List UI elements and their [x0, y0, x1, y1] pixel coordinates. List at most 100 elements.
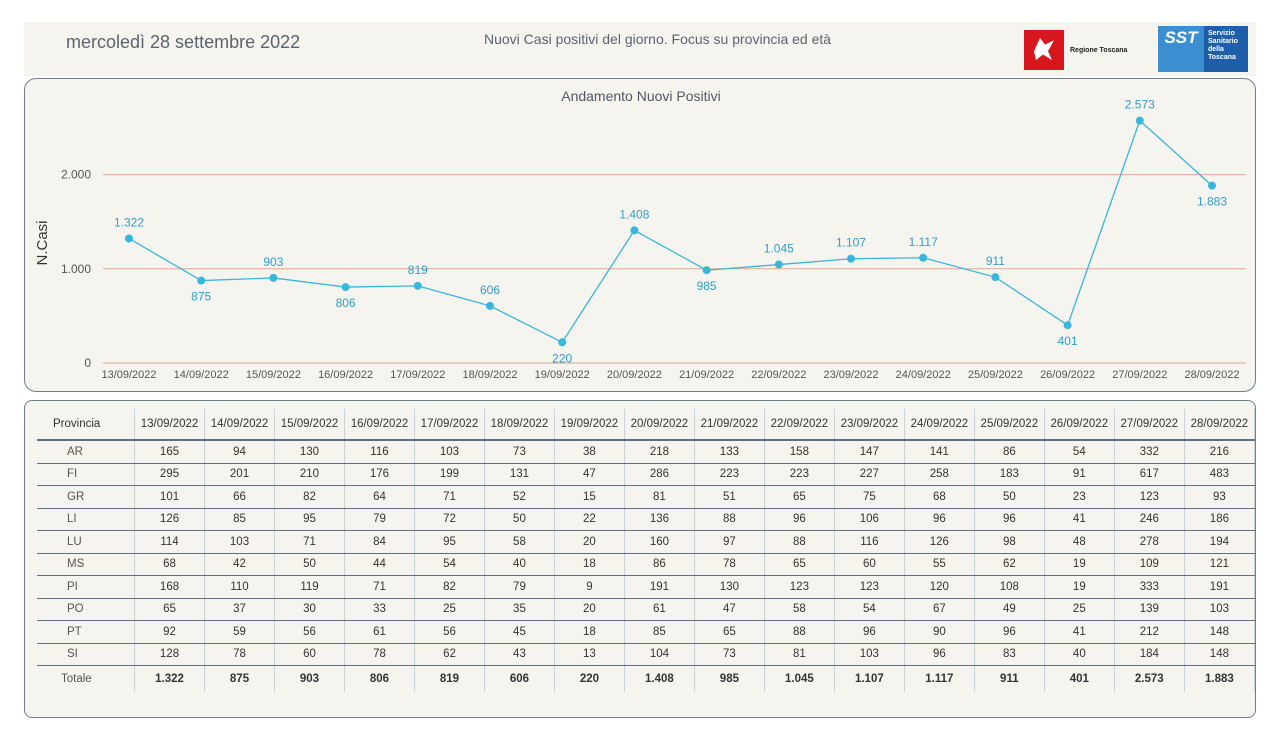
table-cell: 168 — [134, 575, 206, 599]
table-cell: 128 — [134, 643, 206, 666]
x-tick-label: 15/09/2022 — [246, 369, 301, 381]
total-cell: 806 — [344, 665, 415, 692]
table-cell: 210 — [274, 463, 345, 486]
table-cell: 67 — [904, 598, 975, 621]
table-cell: 133 — [694, 440, 765, 464]
table-cell: 227 — [834, 463, 905, 486]
data-label: 1.883 — [1197, 195, 1227, 209]
total-cell: 985 — [694, 665, 765, 692]
table-cell: 78 — [204, 643, 275, 666]
table-header-date: 23/09/2022 — [834, 409, 905, 441]
table-cell: 101 — [134, 485, 206, 509]
table-cell: 199 — [414, 463, 485, 486]
total-cell: 220 — [554, 665, 625, 692]
table-cell: 65 — [764, 553, 835, 576]
table-cell: 54 — [1044, 440, 1115, 464]
table-cell: 19 — [1044, 553, 1115, 576]
table-cell: 147 — [834, 440, 905, 464]
sst-logo-mark: SST — [1158, 26, 1204, 72]
total-cell: 1.045 — [764, 665, 835, 692]
table-cell: 333 — [1114, 575, 1185, 599]
x-tick-label: 21/09/2022 — [679, 369, 734, 381]
table-cell: 72 — [414, 508, 485, 531]
table-cell: 96 — [974, 620, 1045, 644]
table-cell: 64 — [344, 485, 415, 509]
x-tick-label: 27/09/2022 — [1112, 369, 1167, 381]
table-cell: 103 — [1184, 598, 1256, 621]
table-cell: 47 — [694, 598, 765, 621]
data-label: 1.107 — [836, 236, 866, 250]
table-cell: 160 — [624, 530, 695, 554]
data-label: 806 — [336, 296, 356, 310]
province-name: LU — [37, 530, 136, 554]
table-cell: 44 — [344, 553, 415, 576]
province-name: FI — [37, 463, 136, 486]
table-cell: 278 — [1114, 530, 1185, 554]
table-cell: 95 — [414, 530, 485, 554]
table-cell: 165 — [134, 440, 206, 464]
table-header-row: Provincia 13/09/2022 14/09/2022 15/09/2022 1… — [37, 409, 1256, 441]
table-cell: 65 — [764, 485, 835, 509]
province-name: GR — [37, 485, 136, 509]
y-tick-label: 0 — [84, 356, 91, 370]
table-cell: 15 — [554, 485, 625, 509]
table-header-provincia: Provincia — [37, 409, 136, 441]
table-cell: 183 — [974, 463, 1045, 486]
table-header-date: 22/09/2022 — [764, 409, 835, 441]
table-cell: 25 — [414, 598, 485, 621]
table-row: LU 114 103 71 84 95 58 20 160 97 88 116 126 98 48 278 19… — [37, 530, 1256, 554]
table-cell: 65 — [694, 620, 765, 644]
table-cell: 96 — [834, 620, 905, 644]
data-label: 911 — [986, 254, 1005, 268]
table-cell: 22 — [554, 508, 625, 531]
table-cell: 95 — [274, 508, 345, 531]
table-cell: 61 — [624, 598, 695, 621]
table-cell: 35 — [484, 598, 555, 621]
total-cell: 2.573 — [1114, 665, 1185, 692]
table-cell: 332 — [1114, 440, 1185, 464]
province-name: PI — [37, 575, 136, 599]
table-cell: 81 — [624, 485, 695, 509]
sst-logo: SST Servizio Sanitario della Toscana — [1158, 26, 1250, 72]
table-cell: 47 — [554, 463, 625, 486]
data-point — [702, 266, 711, 275]
data-point — [630, 226, 639, 235]
pegasus-icon — [1024, 30, 1064, 70]
regione-toscana-logo: Regione Toscana — [1024, 30, 1134, 70]
chart-title: Andamento Nuovi Positivi — [561, 88, 721, 104]
table-cell: 71 — [274, 530, 345, 554]
total-cell: 606 — [484, 665, 555, 692]
table-cell: 84 — [344, 530, 415, 554]
table-cell: 41 — [1044, 508, 1115, 531]
x-tick-label: 22/09/2022 — [751, 369, 806, 381]
table-cell: 191 — [624, 575, 695, 599]
table-cell: 108 — [974, 575, 1045, 599]
table-cell: 71 — [414, 485, 485, 509]
table-cell: 216 — [1184, 440, 1256, 464]
data-point — [197, 276, 206, 285]
x-tick-label: 13/09/2022 — [101, 369, 156, 381]
table-header-date: 26/09/2022 — [1044, 409, 1115, 441]
table-cell: 617 — [1114, 463, 1185, 486]
table-cell: 78 — [694, 553, 765, 576]
table-cell: 130 — [694, 575, 765, 599]
table-cell: 116 — [834, 530, 905, 554]
table-row: AR 165 94 130 116 103 73 38 218 133 158 147 141 86 54 3… — [37, 440, 1256, 464]
table-cell: 91 — [1044, 463, 1115, 486]
table-cell: 218 — [624, 440, 695, 464]
y-tick-label: 1.000 — [61, 262, 91, 276]
table-header-date: 21/09/2022 — [694, 409, 765, 441]
table-cell: 286 — [624, 463, 695, 486]
table-cell: 104 — [624, 643, 695, 666]
total-cell: 401 — [1044, 665, 1115, 692]
table-cell: 42 — [204, 553, 275, 576]
table-cell: 20 — [554, 598, 625, 621]
table-header-date: 25/09/2022 — [974, 409, 1045, 441]
x-tick-label: 14/09/2022 — [174, 369, 229, 381]
data-label: 1.322 — [114, 215, 144, 229]
x-tick-label: 26/09/2022 — [1040, 369, 1095, 381]
data-label: 1.408 — [619, 207, 649, 221]
x-tick-label: 23/09/2022 — [823, 369, 878, 381]
table-cell: 79 — [484, 575, 555, 599]
table-cell: 83 — [974, 643, 1045, 666]
